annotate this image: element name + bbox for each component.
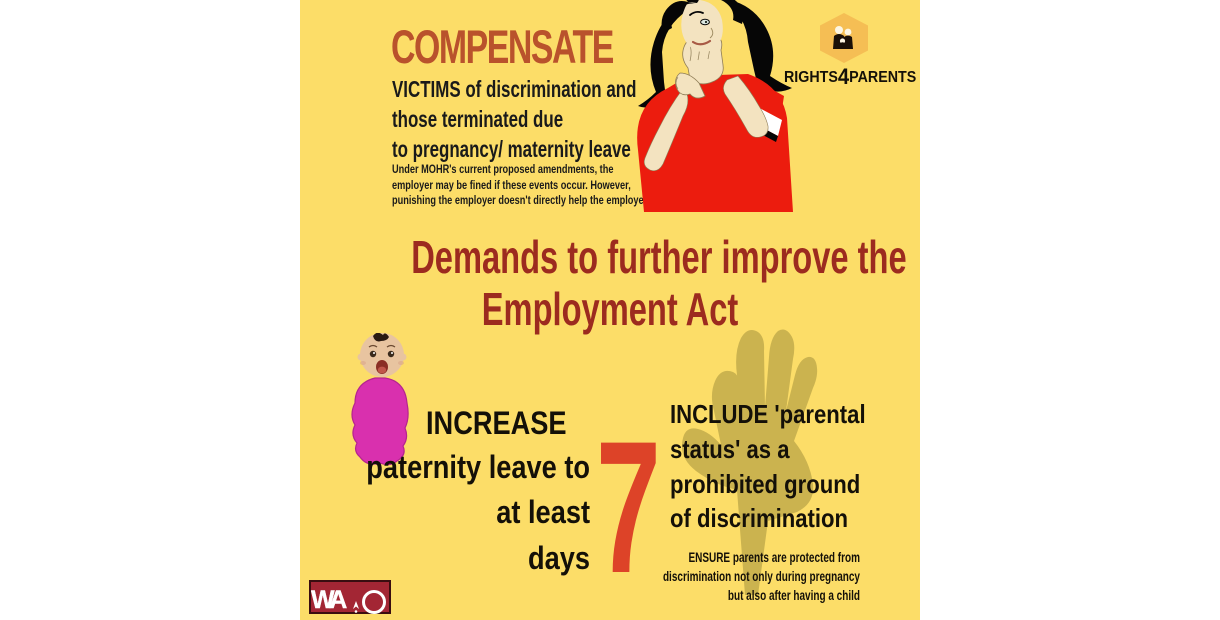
svg-text:WA: WA	[311, 586, 347, 614]
